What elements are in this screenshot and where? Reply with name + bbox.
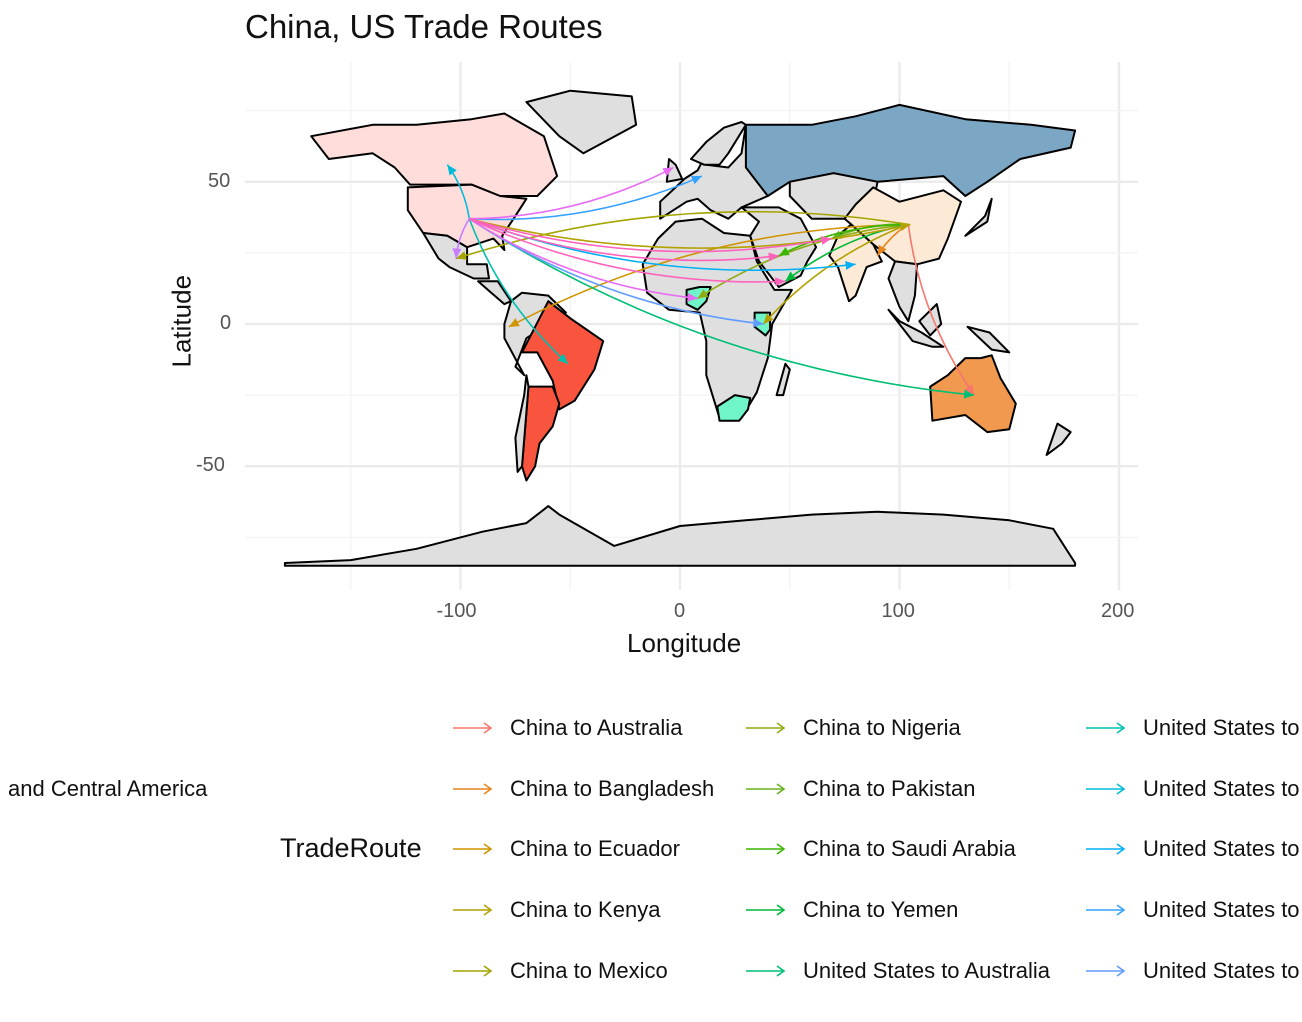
map-plot [245, 62, 1138, 590]
country-borneo [918, 303, 943, 337]
route-arrow [469, 217, 911, 249]
legend-item: United States to [1085, 834, 1300, 864]
legend-key-arrow [746, 904, 786, 916]
country-indonesia [887, 308, 945, 348]
legend-item: China to Mexico [452, 956, 668, 986]
y-tick-label: 50 [208, 169, 231, 192]
country-south-africa [716, 394, 752, 422]
country-new-zealand [1045, 422, 1072, 456]
route-arrow [468, 218, 975, 399]
route-arrow [762, 223, 909, 325]
legend-item: United States to [1085, 895, 1300, 925]
legend-item-label: China to Mexico [510, 957, 668, 983]
legend-item: United States to Australia [745, 956, 1050, 986]
y-axis-title: Latitude [166, 274, 197, 368]
legend-overflow-label: and Central America [8, 776, 208, 801]
country-new-guinea [966, 325, 1011, 354]
route-arrow [907, 224, 975, 396]
chart-title: China, US Trade Routes [245, 8, 603, 45]
legend-key-arrow [453, 722, 493, 734]
route-arrow [697, 223, 909, 300]
country-madagascar [775, 362, 791, 397]
y-tick-label: -50 [196, 454, 225, 477]
x-tick-label: -100 [436, 600, 477, 622]
country-russia [744, 103, 1077, 197]
legend-item-label: United States to [1143, 897, 1300, 923]
route-arrow [469, 217, 832, 253]
legend-key-arrow [453, 843, 493, 856]
legend-item-label: China to Pakistan [803, 775, 976, 801]
route-arrow [446, 164, 471, 219]
legend-item-label: China to Kenya [510, 897, 661, 923]
country-southeast-asia [887, 260, 919, 323]
route-arrow [455, 210, 909, 260]
route-arrow [468, 218, 786, 287]
country-japan [964, 197, 993, 237]
legend-key-arrow [1086, 904, 1126, 916]
country-central-america [477, 280, 512, 306]
legend-item: China to Ecuador [452, 834, 680, 864]
country-canada [310, 112, 559, 197]
legend-key-arrow [746, 722, 786, 734]
country-africa [641, 217, 793, 419]
legend-key-arrow [746, 783, 786, 795]
route-arrow [469, 175, 703, 221]
country-antarctica [283, 505, 1077, 567]
legend-key-arrow [746, 843, 786, 856]
legend-item: China to Australia [452, 713, 682, 743]
legend-key-arrow [1086, 965, 1126, 977]
legend-item: United States to [1085, 713, 1300, 743]
legend-item-label: United States to [1143, 957, 1300, 983]
legend-title: TradeRoute [280, 833, 422, 863]
legend-key-arrow [1086, 722, 1126, 734]
legend-item-label: China to Bangladesh [510, 775, 715, 801]
country-chile [514, 374, 530, 473]
route-arrow [452, 218, 470, 259]
legend-key-arrow [453, 965, 493, 977]
legend-item-label: China to Yemen [803, 897, 959, 923]
legend-item: China to Kenya [452, 895, 660, 925]
route-arrow [469, 166, 674, 220]
legend-key-arrow [1086, 783, 1126, 795]
legend-key-arrow [746, 965, 786, 977]
legend-item-label: United States to [1143, 836, 1300, 862]
country-europe [659, 123, 769, 220]
legend-item: China to Nigeria [745, 713, 961, 743]
legend-item: China to Yemen [745, 895, 958, 925]
legend-item-label: United States to Australia [803, 957, 1051, 983]
legend-key-arrow [1086, 843, 1126, 856]
legend-item: United States to [1085, 956, 1300, 986]
legend-item: China to Bangladesh [452, 774, 714, 804]
legend-key-arrow [453, 904, 493, 916]
route-arrow [468, 218, 569, 365]
route-arrow [778, 223, 909, 257]
legend-item-label: China to Ecuador [510, 836, 680, 862]
legend-key-arrow [453, 783, 493, 795]
route-arrow [468, 218, 698, 302]
legend-item-label: United States to [1143, 775, 1300, 801]
legend-item-label: China to Nigeria [803, 715, 961, 740]
legend-item: China to Saudi Arabia [745, 834, 1016, 864]
country-greenland [525, 89, 638, 155]
y-tick-label: 0 [220, 312, 232, 334]
route-arrow [469, 217, 779, 262]
x-axis-title: Longitude [627, 628, 742, 658]
x-tick-label: 100 [881, 600, 915, 622]
country-argentina [521, 385, 561, 482]
x-tick-label: 0 [674, 600, 686, 622]
legend-item-label: China to Australia [510, 715, 683, 740]
legend-item-label: United States to [1143, 715, 1300, 740]
legend-item-label: China to Saudi Arabia [803, 836, 1016, 862]
legend-item: China to Pakistan [745, 774, 975, 804]
x-tick-label: 200 [1101, 600, 1135, 622]
legend-item: United States to [1085, 774, 1300, 804]
